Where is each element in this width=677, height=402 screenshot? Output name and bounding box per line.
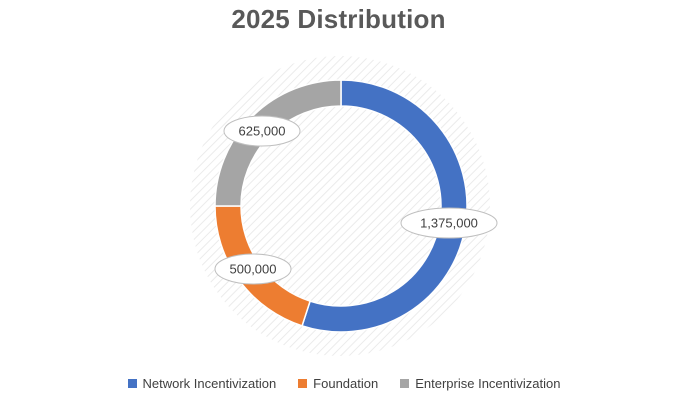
legend-swatch-network xyxy=(127,378,137,388)
legend-label-network: Network Incentivization xyxy=(142,375,277,391)
data-label-text-foundation: 500,000 xyxy=(230,262,277,277)
legend-item-network: Network Incentivization xyxy=(127,375,277,391)
data-label-text-enterprise: 625,000 xyxy=(239,124,286,139)
data-label-bubble-foundation xyxy=(214,253,292,285)
legend-item-foundation: Foundation xyxy=(298,376,378,391)
chart-title: 2025 Distribution xyxy=(231,4,446,34)
legend-swatch-enterprise xyxy=(400,378,410,388)
legend-swatch-foundation xyxy=(298,378,308,388)
legend: Network Incentivization Foundation Enter… xyxy=(96,369,592,397)
data-label-foundation: 500,000 xyxy=(214,253,292,285)
legend-label-enterprise: Enterprise Incentivization xyxy=(415,375,561,391)
data-label-network: 1,375,000 xyxy=(400,207,498,239)
slice-network xyxy=(301,79,468,333)
legend-item-enterprise: Enterprise Incentivization xyxy=(400,376,560,391)
legend-label-foundation: Foundation xyxy=(313,375,379,391)
data-label-enterprise: 625,000 xyxy=(223,115,301,147)
data-label-bubble-enterprise xyxy=(223,115,301,147)
data-label-text-network: 1,375,000 xyxy=(420,216,478,231)
data-label-bubble-network xyxy=(400,207,498,239)
